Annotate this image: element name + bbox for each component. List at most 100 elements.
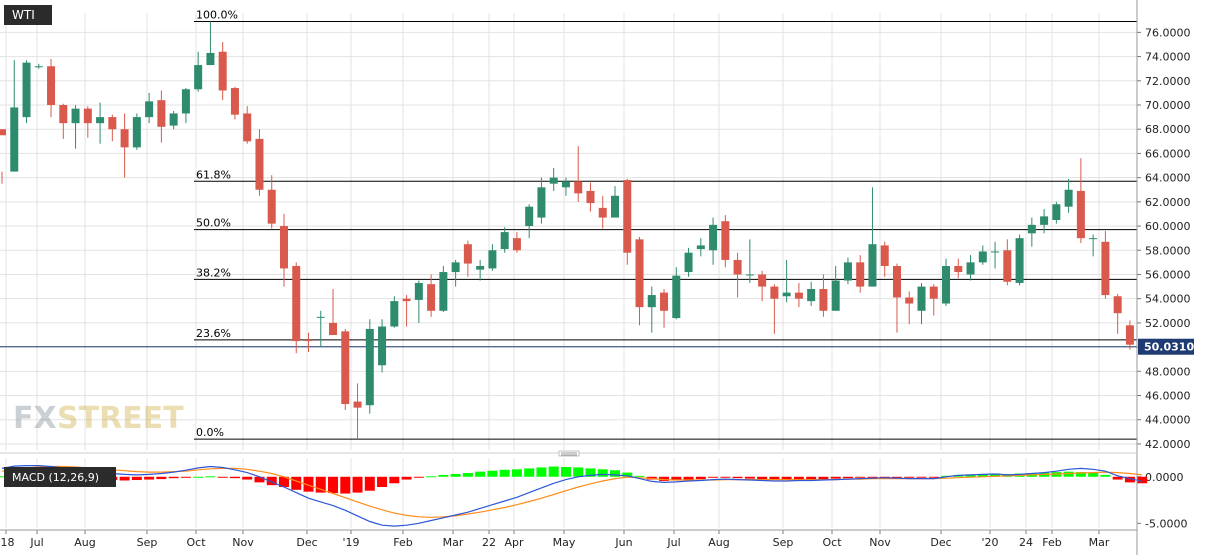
macd-histogram-bar xyxy=(818,476,829,480)
candle-body xyxy=(329,322,338,335)
x-tick-label: Jul xyxy=(666,536,680,549)
x-tick-label: 24 xyxy=(1019,536,1033,549)
macd-histogram-bar xyxy=(855,476,866,478)
candle-body xyxy=(892,266,901,298)
macd-histogram-bar xyxy=(965,474,976,477)
candle-body xyxy=(71,108,80,124)
macd-histogram-bar xyxy=(217,476,228,478)
candle-bullish xyxy=(942,258,951,306)
candle-body xyxy=(304,339,313,342)
candle-bearish xyxy=(59,103,68,139)
fib-label: 0.0% xyxy=(196,426,224,439)
fxstreet-logo: FX STREET xyxy=(13,401,184,436)
candle-bullish xyxy=(181,88,190,124)
macd-histogram-bar xyxy=(1100,474,1111,477)
candle-bullish xyxy=(488,244,497,271)
macd-histogram-bar xyxy=(904,476,915,478)
y-tick-label: 64.0000 xyxy=(1145,172,1191,185)
candle-bullish xyxy=(1089,234,1098,257)
macd-histogram-bar xyxy=(732,476,743,479)
fib-label: 100.0% xyxy=(196,8,238,21)
x-tick-label: Feb xyxy=(1042,536,1061,549)
macd-histogram-bar xyxy=(487,470,498,477)
x-axis: '18 Jul Aug Sep Oct Nov Dec '19 Feb Mar 22 Apr May Ju… xyxy=(0,529,1137,549)
macd-histogram-bar xyxy=(377,476,388,488)
candle-bearish xyxy=(586,182,595,212)
y-tick-label: 56.0000 xyxy=(1145,268,1191,281)
x-tick-label: Oct xyxy=(822,536,842,549)
y-tick-label: 76.0000 xyxy=(1145,26,1191,39)
candle-bullish xyxy=(672,267,681,320)
candle-bullish xyxy=(745,239,754,283)
candle-bullish xyxy=(917,282,926,325)
macd-histogram-bar xyxy=(659,476,670,481)
candle-bullish xyxy=(1027,217,1036,247)
macd-y-tick-label: 0.0000 xyxy=(1145,471,1184,484)
candle-bearish xyxy=(218,42,227,101)
candle-bullish xyxy=(414,280,423,323)
y-tick-label: 60.0000 xyxy=(1145,220,1191,233)
x-tick-label: May xyxy=(553,536,576,549)
candle-bullish xyxy=(868,187,877,287)
candle-bullish xyxy=(10,60,19,172)
y-tick-label: 46.0000 xyxy=(1145,390,1191,403)
candle-bearish xyxy=(721,215,730,268)
candle-bullish xyxy=(966,255,975,281)
candle-body xyxy=(794,292,803,299)
candle-body xyxy=(684,252,693,273)
candle-body xyxy=(47,66,56,105)
macd-histogram-bar xyxy=(1088,473,1099,477)
candle-bullish xyxy=(145,92,154,124)
candle-bearish xyxy=(402,295,411,327)
candle-body xyxy=(1113,296,1122,314)
candle-bullish xyxy=(500,227,509,253)
logo-street: STREET xyxy=(57,401,184,436)
x-tick-label: Dec xyxy=(296,536,317,549)
macd-histogram-bar xyxy=(426,476,437,478)
macd-histogram-bar xyxy=(193,476,204,478)
candle-bearish xyxy=(0,129,6,184)
candle-body xyxy=(672,275,681,319)
candle-body xyxy=(525,206,534,227)
macd-histogram-bar xyxy=(1137,476,1148,484)
symbol-label: WTI xyxy=(12,8,35,22)
candle-body xyxy=(402,298,411,302)
macd-histogram-bar xyxy=(634,475,645,477)
macd-histogram-bar xyxy=(229,476,240,479)
macd-histogram-bar xyxy=(573,467,584,477)
x-tick-label: Aug xyxy=(708,536,729,549)
macd-histogram-bar xyxy=(119,476,130,481)
candle-bearish xyxy=(279,213,288,287)
y-tick-label: 62.0000 xyxy=(1145,196,1191,209)
x-tick-label: Mar xyxy=(443,536,464,549)
candle-bearish xyxy=(954,258,963,279)
macd-histogram-bar xyxy=(597,469,608,477)
candle-bullish xyxy=(206,21,215,66)
candle-bearish xyxy=(574,146,583,202)
candle-body xyxy=(463,244,472,264)
candle-body xyxy=(1076,190,1085,239)
candle-body xyxy=(181,89,190,114)
candle-bullish xyxy=(696,238,705,257)
x-tick-label: Aug xyxy=(74,536,95,549)
macd-histogram-bar xyxy=(499,469,510,477)
macd-histogram-bar xyxy=(560,466,571,477)
macd-label: MACD (12,26,9) xyxy=(12,471,99,484)
candle-bullish xyxy=(525,204,534,239)
panel-resize-handle[interactable] xyxy=(0,450,1137,457)
candle-body xyxy=(341,331,350,404)
candle-body xyxy=(0,129,6,136)
candle-body xyxy=(991,251,1000,253)
candle-bearish xyxy=(1113,293,1122,334)
grid xyxy=(0,13,1137,528)
macd-histogram-bar xyxy=(548,466,559,477)
candle-body xyxy=(108,117,117,130)
candle-body xyxy=(120,129,129,148)
candle-bearish xyxy=(905,291,914,325)
candle-bearish xyxy=(463,240,472,277)
x-tick-label: 22 xyxy=(482,536,496,549)
candle-body xyxy=(549,177,558,184)
macd-histogram-bar xyxy=(1075,472,1086,477)
macd-histogram-bar xyxy=(708,476,719,478)
